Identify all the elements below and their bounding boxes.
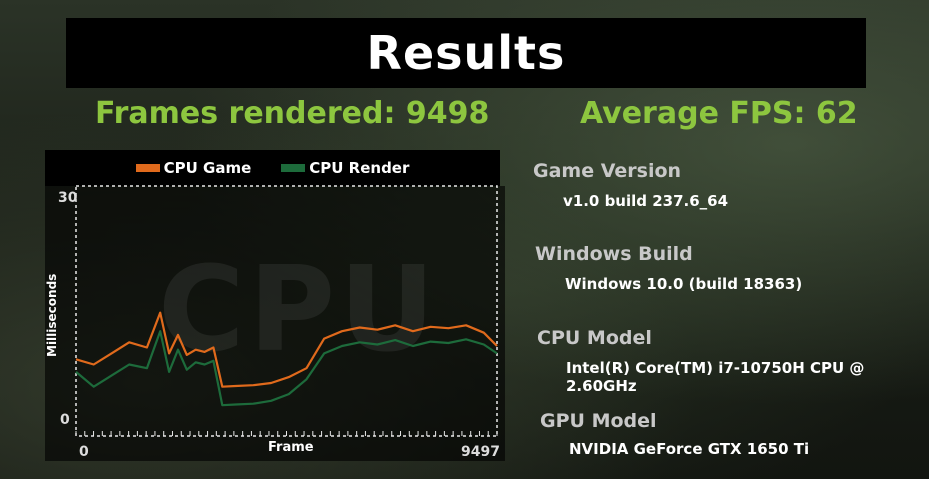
legend-label-cpu-game: CPU Game <box>163 159 252 177</box>
legend-item-cpu-game: CPU Game <box>135 159 252 177</box>
y-axis-label: Milliseconds <box>45 273 59 357</box>
legend-label-cpu-render: CPU Render <box>309 159 410 177</box>
legend-item-cpu-render: CPU Render <box>281 159 409 177</box>
y-tick-label-max: 30 <box>58 190 78 206</box>
x-tick-label-min: 0 <box>79 444 89 460</box>
legend-swatch-cpu-game <box>135 164 160 172</box>
chart-legend: CPU Game CPU Render <box>45 150 500 186</box>
windows-build-label: Windows Build <box>535 243 693 265</box>
cpu-model-value: Intel(R) Core(TM) i7-10750H CPU @ 2.60GH… <box>566 359 865 395</box>
average-fps-stat: Average FPS: 62 <box>580 96 858 131</box>
x-tick-label-max: 9497 <box>461 444 500 460</box>
title-banner: Results <box>66 18 866 88</box>
chart-watermark: CPU <box>158 240 439 378</box>
gpu-model-label: GPU Model <box>540 410 657 432</box>
x-axis-label: Frame <box>268 440 314 455</box>
legend-swatch-cpu-render <box>281 164 306 172</box>
series-line-cpu-game <box>75 311 498 388</box>
game-version-value: v1.0 build 237.6_64 <box>563 192 729 210</box>
plot-frame <box>75 185 498 437</box>
chart-panel <box>45 186 505 461</box>
game-version-label: Game Version <box>533 160 682 182</box>
gpu-model-value: NVIDIA GeForce GTX 1650 Ti <box>569 440 810 458</box>
page-title: Results <box>366 26 566 80</box>
frames-rendered-stat: Frames rendered: 9498 <box>95 96 490 131</box>
cpu-model-label: CPU Model <box>537 327 652 349</box>
y-tick-label-min: 0 <box>60 412 70 428</box>
windows-build-value: Windows 10.0 (build 18363) <box>565 275 803 293</box>
series-line-cpu-render <box>75 330 498 407</box>
